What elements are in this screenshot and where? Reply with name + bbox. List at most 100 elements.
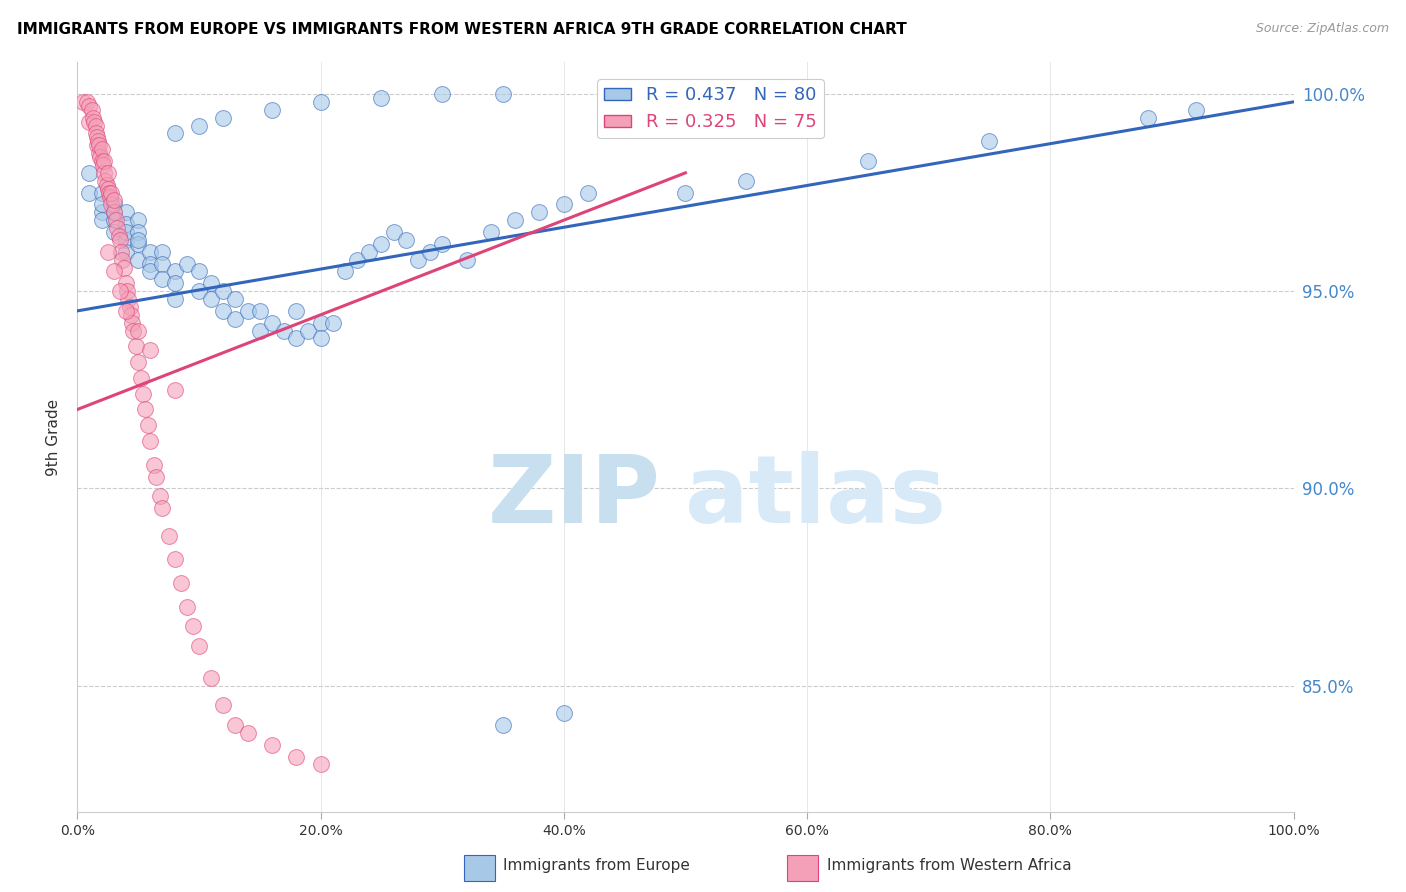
Point — [224, 292, 246, 306]
Point — [105, 213, 128, 227]
Text: ZIP: ZIP — [488, 451, 661, 543]
Point — [346, 252, 368, 267]
Point — [103, 194, 125, 208]
Point — [121, 316, 143, 330]
Point — [188, 639, 211, 653]
Point — [163, 127, 186, 141]
Text: atlas: atlas — [686, 451, 946, 543]
Point — [97, 181, 120, 195]
Point — [139, 264, 162, 278]
Point — [430, 87, 453, 101]
Point — [406, 252, 429, 267]
Point — [79, 166, 101, 180]
Point — [134, 402, 156, 417]
Point — [492, 87, 515, 101]
Point — [200, 671, 222, 685]
Point — [103, 197, 125, 211]
Point — [103, 264, 125, 278]
Point — [90, 213, 112, 227]
Point — [212, 111, 235, 125]
Point — [529, 205, 551, 219]
Point — [79, 186, 101, 200]
FancyBboxPatch shape — [464, 855, 495, 881]
Point — [127, 324, 149, 338]
Point — [260, 103, 283, 117]
Point — [125, 339, 148, 353]
Point — [90, 205, 112, 219]
Point — [492, 718, 515, 732]
Point — [456, 252, 478, 267]
Point — [89, 138, 111, 153]
Point — [163, 292, 186, 306]
Point — [152, 272, 174, 286]
Point — [100, 197, 122, 211]
Point — [90, 142, 112, 156]
Point — [309, 95, 332, 109]
Point — [108, 284, 131, 298]
Point — [285, 749, 308, 764]
Point — [139, 244, 162, 259]
Point — [72, 95, 94, 109]
Point — [1136, 111, 1159, 125]
Point — [212, 284, 235, 298]
Point — [89, 150, 111, 164]
Point — [87, 134, 110, 148]
Point — [260, 738, 283, 752]
Point — [260, 316, 283, 330]
Text: IMMIGRANTS FROM EUROPE VS IMMIGRANTS FROM WESTERN AFRICA 9TH GRADE CORRELATION C: IMMIGRANTS FROM EUROPE VS IMMIGRANTS FRO… — [17, 22, 907, 37]
Point — [79, 114, 101, 128]
Point — [91, 158, 114, 172]
Point — [224, 718, 246, 732]
Point — [163, 552, 186, 566]
Point — [96, 178, 118, 192]
Point — [249, 324, 271, 338]
Point — [127, 233, 149, 247]
Point — [118, 300, 141, 314]
Point — [152, 256, 174, 270]
Point — [86, 130, 108, 145]
Point — [86, 138, 108, 153]
Point — [163, 383, 186, 397]
Point — [93, 166, 115, 180]
Point — [322, 316, 344, 330]
Point — [103, 205, 125, 219]
Point — [82, 111, 104, 125]
Point — [139, 434, 162, 448]
Point — [100, 186, 122, 200]
Y-axis label: 9th Grade: 9th Grade — [46, 399, 62, 475]
Point — [236, 726, 259, 740]
Point — [115, 284, 138, 298]
Point — [127, 213, 149, 227]
Point — [142, 458, 165, 472]
Point — [157, 529, 180, 543]
Legend: R = 0.437   N = 80, R = 0.325   N = 75: R = 0.437 N = 80, R = 0.325 N = 75 — [598, 79, 824, 138]
Point — [80, 103, 103, 117]
Point — [127, 236, 149, 251]
Point — [273, 324, 295, 338]
Point — [97, 166, 120, 180]
Point — [127, 355, 149, 369]
Point — [188, 264, 211, 278]
Point — [370, 236, 392, 251]
Point — [479, 225, 502, 239]
Point — [856, 154, 879, 169]
Point — [176, 256, 198, 270]
Point — [132, 386, 155, 401]
Point — [115, 277, 138, 291]
Point — [212, 304, 235, 318]
Point — [675, 186, 697, 200]
Point — [163, 277, 186, 291]
Point — [309, 316, 332, 330]
Point — [382, 225, 405, 239]
Point — [735, 174, 758, 188]
Point — [176, 599, 198, 614]
Point — [115, 225, 138, 239]
Point — [139, 343, 162, 358]
Text: Immigrants from Europe: Immigrants from Europe — [503, 858, 690, 872]
Point — [107, 229, 129, 244]
Point — [553, 197, 575, 211]
Point — [152, 244, 174, 259]
Point — [103, 213, 125, 227]
Point — [236, 304, 259, 318]
Point — [103, 205, 125, 219]
